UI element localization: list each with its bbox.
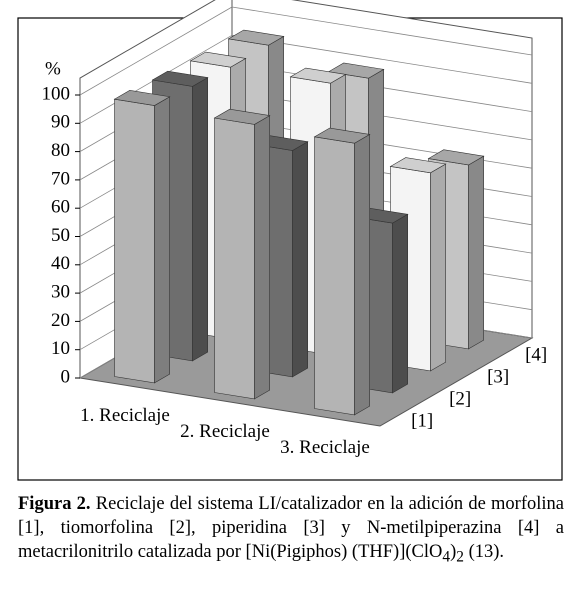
- chart: % 0 10 20 30 40 50 60 70 80 90 100 [1] [2] [3] [4]: [17, 0, 563, 481]
- caption: Figura 2. Reciclaje del sistema LI/catal…: [18, 492, 564, 570]
- y-tick-label: 80: [51, 140, 70, 161]
- bar-top: [389, 157, 447, 174]
- bar: [313, 127, 371, 416]
- y-tick-label: 90: [51, 112, 70, 133]
- legend-label: [1]: [411, 410, 433, 431]
- caption-sub: 4: [442, 548, 451, 566]
- bar-side: [254, 115, 271, 400]
- grid-line: [231, 6, 533, 56]
- bar-side: [292, 141, 309, 378]
- bar-top: [313, 127, 371, 144]
- bar-front: [314, 136, 355, 416]
- bar-side: [192, 77, 208, 362]
- legend-label: [3]: [487, 366, 509, 387]
- x-tick-label: 3. Reciclaje: [280, 437, 370, 459]
- bar: [113, 90, 171, 384]
- bar-top: [189, 51, 247, 68]
- caption-sub: 2: [456, 548, 464, 566]
- caption-label: Figura 2.: [18, 494, 91, 514]
- y-tick-label: 40: [51, 253, 70, 274]
- caption-text: Reciclaje del sistema LI/catalizador en …: [18, 494, 564, 562]
- bar-side: [154, 96, 170, 384]
- bar-front: [214, 117, 255, 400]
- bar-front: [114, 98, 155, 384]
- bar-side: [468, 155, 485, 350]
- x-tick-label: 2. Reciclaje: [180, 421, 270, 443]
- y-tick-label: 0: [61, 366, 71, 387]
- bar-top: [289, 67, 347, 84]
- bar-side: [430, 163, 447, 372]
- y-tick-label: 20: [51, 310, 70, 331]
- bar-top: [327, 62, 385, 79]
- bar-top: [227, 29, 285, 46]
- x-tick-label: 1. Reciclaje: [80, 405, 170, 427]
- y-tick-label: 30: [51, 281, 70, 302]
- bar-side: [392, 213, 409, 394]
- legend-label: [4]: [525, 344, 547, 365]
- bar-side: [354, 133, 371, 416]
- bar: [213, 108, 271, 400]
- bar-top: [427, 149, 485, 166]
- y-axis-label: %: [45, 58, 61, 79]
- grid-line: [79, 6, 233, 96]
- bar-top: [213, 108, 271, 125]
- y-tick-label: 60: [51, 197, 70, 218]
- y-tick-label: 100: [42, 83, 71, 104]
- y-tick-label: 70: [51, 168, 70, 189]
- caption-text: (13).: [463, 542, 505, 562]
- caption-text: ): [450, 542, 457, 562]
- y-tick-label: 50: [51, 225, 70, 246]
- legend-label: [2]: [449, 388, 471, 409]
- y-tick-label: 10: [51, 338, 70, 359]
- bar-top: [113, 90, 171, 106]
- bar-top: [151, 70, 209, 87]
